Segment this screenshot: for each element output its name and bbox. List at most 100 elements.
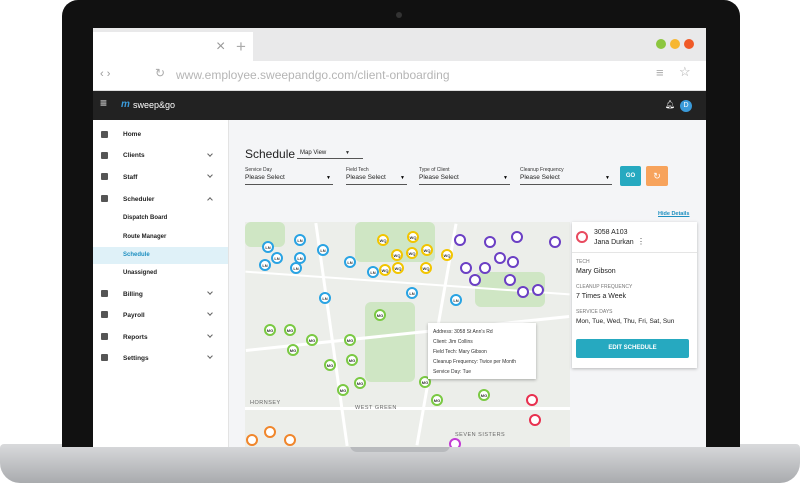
avatar[interactable]: D	[680, 100, 692, 112]
map-marker[interactable]: WQ	[379, 264, 391, 276]
map-marker[interactable]: LN	[317, 244, 329, 256]
refresh-button[interactable]: ↻	[646, 166, 668, 186]
win-btn[interactable]	[684, 39, 694, 49]
reload[interactable]: ↻	[155, 66, 166, 80]
map-marker[interactable]	[264, 426, 276, 438]
menu[interactable]: ≡	[656, 65, 664, 80]
map-marker[interactable]	[549, 236, 561, 248]
nav-subitem[interactable]: Unassigned	[123, 270, 158, 276]
map-marker[interactable]	[469, 274, 481, 286]
map-marker[interactable]: MG	[419, 376, 431, 388]
map-marker[interactable]: LN	[406, 287, 418, 299]
map-marker[interactable]	[454, 234, 466, 246]
map-marker[interactable]	[460, 262, 472, 274]
tab[interactable]	[93, 32, 253, 61]
map-marker[interactable]	[484, 236, 496, 248]
map-marker[interactable]: MG	[287, 344, 299, 356]
map-marker[interactable]: MG	[264, 324, 276, 336]
map-marker[interactable]	[529, 414, 541, 426]
nav-item[interactable]: Home	[123, 131, 142, 138]
client-badge	[576, 231, 588, 243]
map-marker[interactable]: LN	[367, 266, 379, 278]
map-marker[interactable]: MG	[431, 394, 443, 406]
win-btn[interactable]	[670, 39, 680, 49]
filter-select[interactable]: Please Select	[520, 174, 560, 181]
map-marker[interactable]: WQ	[441, 249, 453, 261]
kebab[interactable]: ⋮	[637, 237, 645, 246]
map-marker[interactable]: MG	[374, 309, 386, 321]
map-marker[interactable]: LN	[259, 259, 271, 271]
map-marker[interactable]	[526, 394, 538, 406]
map-label: SEVEN SISTERS	[455, 432, 506, 438]
map-marker[interactable]: WQ	[406, 247, 418, 259]
map-marker[interactable]	[494, 252, 506, 264]
map-marker[interactable]: WQ	[377, 234, 389, 246]
map-marker[interactable]: LN	[271, 252, 283, 264]
map-marker[interactable]: WQ	[391, 249, 403, 261]
nav-subitem[interactable]: Schedule	[123, 252, 150, 258]
map-marker[interactable]	[511, 231, 523, 243]
map-marker[interactable]	[246, 434, 258, 446]
map-marker[interactable]: WQ	[392, 262, 404, 274]
map-marker[interactable]	[284, 434, 296, 446]
nav-item[interactable]: Billing	[123, 291, 143, 298]
tooltip-line: Cleanup Frequency: Twice per Month	[433, 359, 517, 365]
caret[interactable]: ▼	[326, 175, 331, 181]
new-tab[interactable]: +	[236, 37, 246, 56]
map-marker[interactable]	[507, 256, 519, 268]
nav-item[interactable]: Clients	[123, 152, 145, 159]
detail-label: TECH	[576, 259, 590, 265]
caret[interactable]: ▼	[605, 175, 610, 181]
nav-item[interactable]: Settings	[123, 355, 149, 362]
star[interactable]: ☆	[679, 64, 691, 79]
nav-arrows[interactable]: ‹ ›	[100, 68, 111, 80]
view-select[interactable]: Map View	[300, 150, 327, 156]
nav-item[interactable]: Staff	[123, 174, 138, 181]
map-marker[interactable]	[479, 262, 491, 274]
map-marker[interactable]: MG	[478, 389, 490, 401]
logo[interactable]: sweep&go	[133, 100, 176, 110]
nav-subitem[interactable]: Dispatch Board	[123, 215, 168, 221]
nav-item[interactable]: Payroll	[123, 312, 145, 319]
hamburger[interactable]: ≡	[100, 96, 108, 110]
bell[interactable]: 🔔︎	[665, 100, 676, 109]
map-marker[interactable]: MG	[337, 384, 349, 396]
hide-details[interactable]: Hide Details	[658, 211, 690, 217]
map-marker[interactable]: WQ	[407, 231, 419, 243]
map-marker[interactable]: MG	[346, 354, 358, 366]
map-marker[interactable]: MG	[306, 334, 318, 346]
edit-schedule[interactable]: EDIT SCHEDULE	[576, 339, 689, 358]
map-marker[interactable]: MG	[354, 377, 366, 389]
detail-label: CLEANUP FREQUENCY	[576, 284, 633, 290]
map-marker[interactable]: LN	[319, 292, 331, 304]
map-marker[interactable]	[517, 286, 529, 298]
camera	[396, 12, 402, 18]
map-marker[interactable]: WQ	[420, 262, 432, 274]
map-marker[interactable]: LN	[262, 241, 274, 253]
tab-close[interactable]: ×	[216, 38, 226, 55]
map-marker[interactable]	[504, 274, 516, 286]
map-marker[interactable]: WQ	[421, 244, 433, 256]
map-marker[interactable]	[532, 284, 544, 296]
filter-select[interactable]: Please Select	[419, 174, 459, 181]
map-marker[interactable]: MG	[324, 359, 336, 371]
go-button[interactable]: GO	[620, 166, 641, 186]
map-marker[interactable]	[449, 438, 461, 447]
caret[interactable]: ▼	[503, 175, 508, 181]
tooltip-line: Address: 3058 St Ann's Rd	[433, 329, 493, 335]
map-marker[interactable]: LN	[450, 294, 462, 306]
map-marker[interactable]: LN	[290, 262, 302, 274]
map-marker[interactable]: MG	[284, 324, 296, 336]
win-btn[interactable]	[656, 39, 666, 49]
caret[interactable]: ▼	[400, 175, 405, 181]
view-caret[interactable]: ▼	[345, 150, 350, 156]
nav-subitem[interactable]: Route Manager	[123, 234, 167, 240]
nav-item[interactable]: Scheduler	[123, 196, 155, 203]
nav-item[interactable]: Reports	[123, 334, 148, 341]
filter-select[interactable]: Please Select	[245, 174, 285, 181]
url[interactable]: www.employee.sweepandgo.com/client-onboa…	[176, 68, 450, 82]
filter-select[interactable]: Please Select	[346, 174, 386, 181]
map-marker[interactable]: LN	[294, 234, 306, 246]
map-marker[interactable]: LN	[344, 256, 356, 268]
map-marker[interactable]: MG	[344, 334, 356, 346]
